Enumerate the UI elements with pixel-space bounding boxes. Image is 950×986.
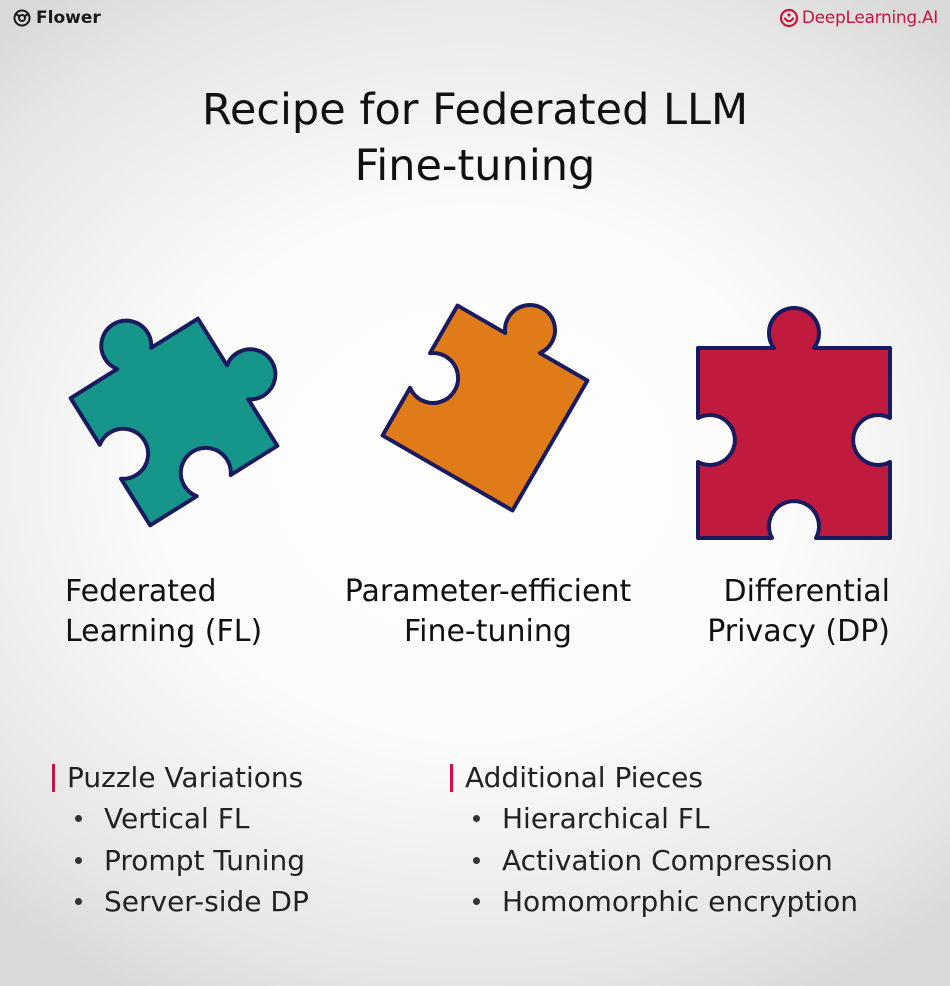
- slide-title-line-1: Recipe for Federated LLM: [201, 85, 749, 135]
- bullet-icon: [75, 856, 82, 864]
- puzzle-pieces-illustration: [68, 303, 892, 540]
- bullet-icon: [473, 815, 480, 823]
- deeplearning-logo-icon: [779, 8, 798, 28]
- flower-logo-icon: [13, 9, 31, 27]
- federated-learning-puzzle-icon: [68, 316, 280, 528]
- additional-pieces-heading-text: Additional Pieces: [465, 761, 703, 794]
- list-item-text: Vertical FL: [104, 802, 250, 836]
- peft-puzzle-icon: [380, 303, 590, 513]
- list-item: Vertical FL: [52, 798, 309, 840]
- list-item: Server-side DP: [52, 881, 309, 923]
- peft-label-line-1: Parameter-efficient: [344, 574, 632, 609]
- puzzle-variations-heading-text: Puzzle Variations: [67, 761, 304, 794]
- federated-learning-label-line-2: Learning (FL): [65, 614, 263, 649]
- list-item: Activation Compression: [450, 840, 858, 882]
- slide-title-line-2: Fine-tuning: [354, 141, 596, 191]
- list-item-text: Homomorphic encryption: [502, 885, 858, 919]
- bullet-icon: [75, 898, 82, 906]
- peft-label: Parameter-efficient Fine-tuning: [318, 572, 658, 652]
- puzzle-variations-items: Vertical FL Prompt Tuning Server-side DP: [52, 798, 309, 923]
- list-item: Homomorphic encryption: [450, 881, 858, 923]
- federated-learning-label: Federated Learning (FL): [65, 572, 262, 652]
- heading-accent-bar: [52, 764, 55, 792]
- federated-learning-label-line-1: Federated: [65, 574, 217, 609]
- puzzle-variations-heading: Puzzle Variations: [52, 758, 309, 798]
- additional-pieces-items: Hierarchical FL Activation Compression H…: [450, 798, 858, 923]
- differential-privacy-puzzle-icon: [696, 306, 892, 540]
- list-item-text: Prompt Tuning: [104, 843, 305, 877]
- list-item-text: Hierarchical FL: [502, 802, 710, 836]
- deeplearning-brand: DeepLearning.AI: [779, 8, 938, 28]
- list-item: Hierarchical FL: [450, 798, 858, 840]
- flower-wordmark: Flower: [36, 8, 101, 28]
- differential-privacy-label-line-2: Privacy (DP): [707, 614, 890, 649]
- list-item-text: Activation Compression: [502, 843, 833, 877]
- additional-pieces-list: Additional Pieces Hierarchical FL Activa…: [450, 758, 858, 923]
- bullet-icon: [473, 856, 480, 864]
- slide-title: Recipe for Federated LLM Fine-tuning: [0, 82, 950, 194]
- list-item: Prompt Tuning: [52, 840, 309, 882]
- deeplearning-wordmark: DeepLearning.AI: [801, 8, 938, 28]
- bullet-icon: [473, 898, 480, 906]
- flower-brand: Flower: [12, 8, 101, 28]
- differential-privacy-label: Differential Privacy (DP): [707, 572, 890, 652]
- list-item-text: Server-side DP: [104, 885, 309, 919]
- peft-label-line-2: Fine-tuning: [404, 614, 572, 649]
- heading-accent-bar: [450, 764, 453, 792]
- additional-pieces-heading: Additional Pieces: [450, 758, 858, 798]
- puzzle-variations-list: Puzzle Variations Vertical FL Prompt Tun…: [52, 758, 309, 923]
- bullet-icon: [75, 815, 82, 823]
- differential-privacy-label-line-1: Differential: [723, 574, 890, 609]
